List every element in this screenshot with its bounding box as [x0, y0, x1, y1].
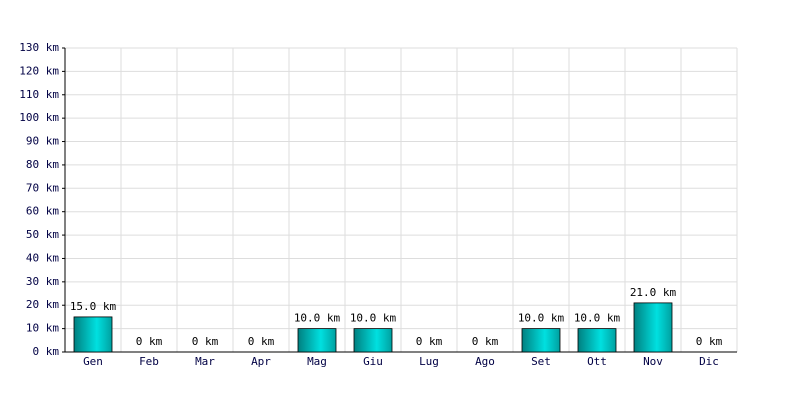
y-tick-label: 0 km [33, 345, 60, 358]
y-tick-label: 90 km [26, 135, 59, 148]
x-tick-label: Apr [251, 355, 271, 368]
x-tick-label: Nov [643, 355, 663, 368]
y-tick-label: 60 km [26, 205, 59, 218]
y-tick-label: 100 km [19, 111, 59, 124]
x-tick-label: Giu [363, 355, 383, 368]
value-label: 10.0 km [350, 312, 397, 325]
bar [297, 328, 337, 353]
value-label: 0 km [416, 335, 443, 348]
value-label: 0 km [696, 335, 723, 348]
value-label: 15.0 km [70, 300, 117, 313]
value-label: 10.0 km [518, 312, 565, 325]
bar [73, 316, 113, 353]
value-label: 0 km [248, 335, 275, 348]
bar [633, 302, 673, 353]
value-label: 10.0 km [294, 312, 341, 325]
bar [577, 328, 617, 353]
x-tick-label: Set [531, 355, 551, 368]
value-label: 0 km [192, 335, 219, 348]
value-label: 21.0 km [630, 286, 677, 299]
bar [353, 328, 393, 353]
y-tick-label: 30 km [26, 275, 59, 288]
x-tick-label: Feb [139, 355, 159, 368]
x-tick-label: Gen [83, 355, 103, 368]
y-tick-label: 110 km [19, 88, 59, 101]
value-label: 0 km [472, 335, 499, 348]
x-tick-label: Dic [699, 355, 719, 368]
value-label: 10.0 km [574, 312, 621, 325]
x-tick-label: Ott [587, 355, 607, 368]
y-tick-label: 10 km [26, 322, 59, 335]
y-tick-label: 120 km [19, 64, 59, 77]
x-tick-label: Mag [307, 355, 327, 368]
y-tick-label: 40 km [26, 251, 59, 264]
x-tick-label: Ago [475, 355, 495, 368]
x-tick-label: Lug [419, 355, 439, 368]
value-label: 0 km [136, 335, 163, 348]
x-tick-label: Mar [195, 355, 215, 368]
bar [521, 328, 561, 353]
y-tick-label: 70 km [26, 181, 59, 194]
y-tick-label: 80 km [26, 158, 59, 171]
y-tick-label: 50 km [26, 228, 59, 241]
y-tick-label: 130 km [19, 41, 59, 54]
y-tick-label: 20 km [26, 298, 59, 311]
